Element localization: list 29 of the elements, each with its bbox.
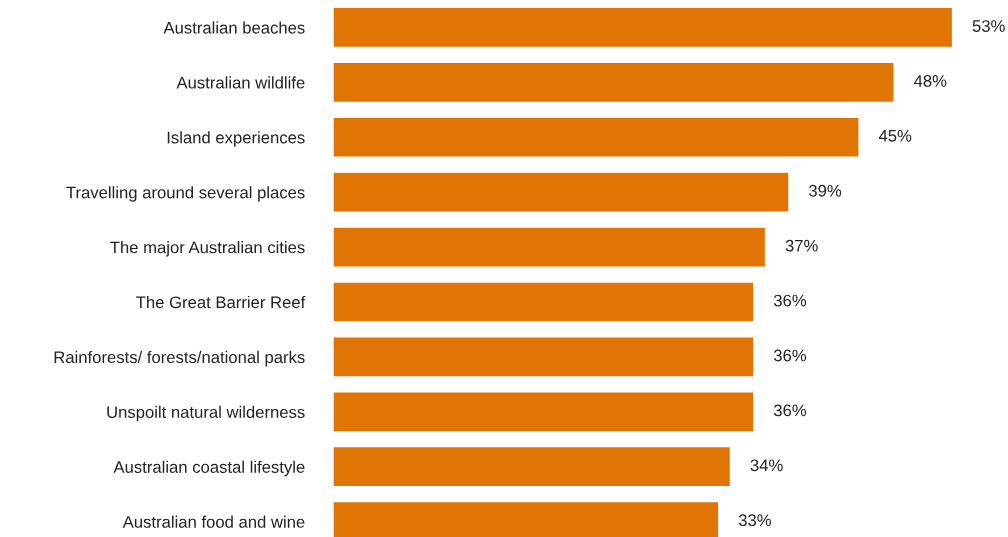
data-label: 33% — [738, 514, 771, 527]
y-tick-label: Unspoilt natural wilderness — [107, 405, 305, 422]
data-label: 39% — [809, 184, 842, 197]
y-tick-label: Australian wildlife — [176, 76, 305, 89]
data-label: 45% — [878, 130, 912, 142]
data-label: 34% — [750, 459, 783, 472]
bar — [333, 281, 755, 323]
bar — [333, 116, 860, 159]
data-label: 53% — [972, 20, 1005, 32]
data-label: 36% — [773, 294, 807, 307]
bar — [333, 336, 755, 378]
y-tick-label: Australian food and wine — [122, 515, 305, 528]
y-tick-label: Australian beaches — [163, 21, 305, 34]
y-tick-label: Travelling around several places — [66, 186, 305, 202]
data-label: 36% — [773, 349, 807, 362]
data-label: 37% — [785, 239, 818, 252]
data-label: 48% — [913, 75, 947, 87]
y-tick-label: The Great Barrier Reef — [136, 295, 306, 309]
bar — [333, 6, 954, 49]
y-tick-label: Island experiences — [167, 131, 305, 147]
bar — [333, 391, 755, 433]
bar — [333, 61, 895, 104]
bar — [333, 171, 790, 213]
y-tick-label: Rainforests/ forests/national parks — [54, 350, 305, 367]
y-tick-label: Australian coastal lifestyle — [113, 460, 305, 477]
bar — [333, 226, 767, 268]
data-label: 36% — [773, 404, 807, 417]
y-tick-label: The major Australian cities — [110, 241, 305, 257]
bar — [333, 445, 732, 488]
